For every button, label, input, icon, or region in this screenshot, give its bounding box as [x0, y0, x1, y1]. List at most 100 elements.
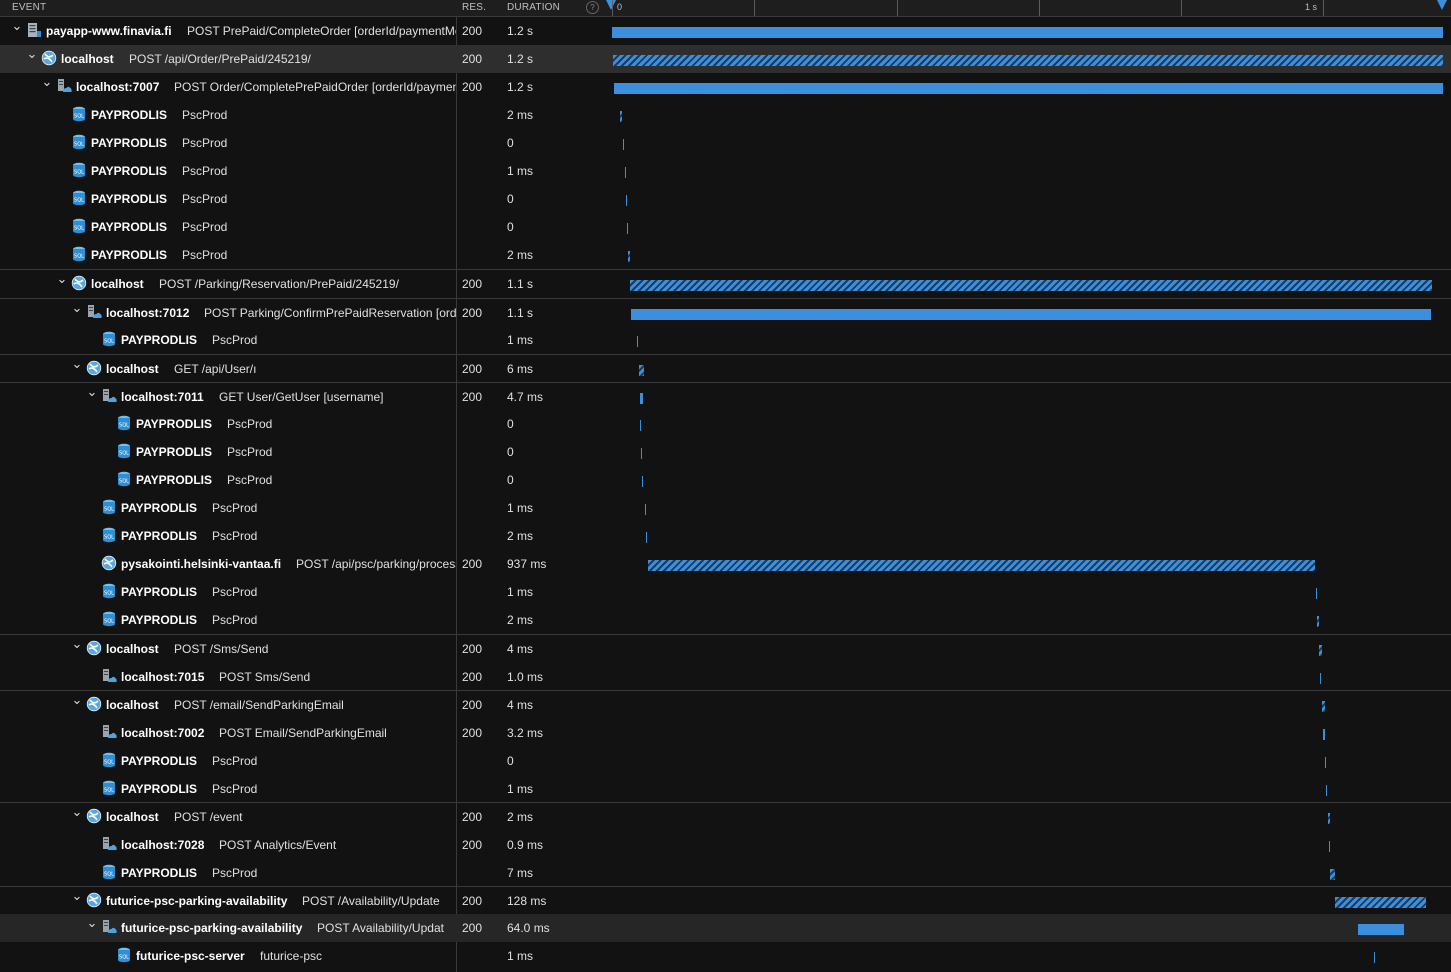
column-event[interactable]: EVENT — [12, 2, 47, 13]
trace-row[interactable]: ⌄ localhost POST /Sms/Send 200 4 ms — [0, 634, 1451, 663]
trace-row[interactable]: ⌄ localhost POST /event 200 2 ms — [0, 802, 1451, 831]
chevron-down-icon[interactable]: ⌄ — [86, 915, 98, 930]
event-name: PAYPRODLIS — [121, 501, 198, 515]
trace-row[interactable]: ⌄ futurice-psc-parking-availability POST /… — [0, 886, 1451, 915]
trace-row[interactable]: SQL futurice-psc-server futurice-psc 1 ms — [0, 942, 1451, 970]
timeline-bar[interactable] — [642, 476, 643, 487]
chevron-down-icon[interactable]: ⌄ — [26, 46, 38, 61]
chevron-down-icon[interactable]: ⌄ — [11, 18, 23, 33]
timeline-bar[interactable] — [1328, 813, 1330, 824]
trace-row[interactable]: SQL PAYPRODLIS PscProd 1 ms — [0, 494, 1451, 522]
chevron-down-icon[interactable]: ⌄ — [71, 356, 83, 371]
column-res[interactable]: RES. — [462, 2, 487, 13]
trace-row[interactable]: SQL PAYPRODLIS PscProd 0 — [0, 185, 1451, 213]
trace-row[interactable]: SQL PAYPRODLIS PscProd 2 ms — [0, 241, 1451, 269]
event-name: PAYPRODLIS — [91, 108, 168, 122]
timeline-bar[interactable] — [640, 393, 643, 404]
timeline-bar[interactable] — [1358, 924, 1404, 935]
timeline-bar[interactable] — [1335, 897, 1426, 908]
trace-row[interactable]: pysakointi.helsinki-vantaa.fi POST /api/p… — [0, 550, 1451, 578]
timeline-bar[interactable] — [1326, 785, 1327, 796]
trace-row[interactable]: SQL PAYPRODLIS PscProd 1 ms — [0, 326, 1451, 354]
timeline-bar[interactable] — [646, 532, 647, 543]
timeline-bar[interactable] — [630, 280, 1432, 291]
timeline-bar[interactable] — [640, 420, 641, 431]
chevron-down-icon[interactable]: ⌄ — [41, 74, 53, 89]
trace-row[interactable]: SQL PAYPRODLIS PscProd 1 ms — [0, 775, 1451, 803]
trace-row[interactable]: ⌄ futurice-psc-parking-availability POST A… — [0, 914, 1451, 942]
help-icon[interactable]: ? — [586, 1, 599, 14]
chevron-down-icon[interactable]: ⌄ — [71, 636, 83, 651]
trace-row[interactable]: SQL PAYPRODLIS PscProd 0 — [0, 438, 1451, 466]
trace-row[interactable]: ⌄ localhost:7007 POST Order/CompletePrePai… — [0, 73, 1451, 101]
event-detail: futurice-psc — [260, 949, 323, 963]
chevron-down-icon[interactable]: ⌄ — [86, 384, 98, 399]
event-name: futurice-psc-server — [136, 949, 245, 963]
timeline-bar[interactable] — [645, 504, 646, 515]
timeline-bar[interactable] — [1317, 616, 1319, 627]
trace-row[interactable]: SQL PAYPRODLIS PscProd 1 ms — [0, 157, 1451, 185]
trace-row[interactable]: localhost:7028 POST Analytics/Event 200 0.9… — [0, 831, 1451, 859]
trace-row[interactable]: SQL PAYPRODLIS PscProd 0 — [0, 747, 1451, 775]
timeline-bar[interactable] — [648, 560, 1315, 571]
trace-row[interactable]: SQL PAYPRODLIS PscProd 7 ms — [0, 859, 1451, 887]
timeline-bar[interactable] — [626, 195, 627, 206]
range-start-handle[interactable] — [606, 0, 616, 10]
trace-row[interactable]: ⌄ localhost:7012 POST Parking/ConfirmPrePa… — [0, 298, 1451, 327]
trace-row[interactable]: SQL PAYPRODLIS PscProd 0 — [0, 466, 1451, 494]
trace-row[interactable]: ⌄ payapp-www.finavia.fi POST PrePaid/Compl… — [0, 17, 1451, 45]
duration-value: 1.0 ms — [507, 670, 544, 684]
trace-row[interactable]: SQL PAYPRODLIS PscProd 0 — [0, 213, 1451, 241]
cloud-service-icon — [101, 668, 117, 684]
range-end-handle[interactable] — [1437, 0, 1447, 10]
trace-row[interactable]: ⌄ localhost:7011 GET User/GetUser [usernam… — [0, 382, 1451, 411]
database-icon: SQL — [71, 190, 87, 206]
web-endpoint-icon — [86, 640, 102, 656]
duration-value: 64.0 ms — [507, 921, 550, 935]
panel-divider[interactable] — [456, 17, 457, 972]
chevron-down-icon[interactable]: ⌄ — [71, 692, 83, 707]
trace-row[interactable]: SQL PAYPRODLIS PscProd 2 ms — [0, 606, 1451, 634]
trace-row[interactable]: ⌄ localhost POST /api/Order/PrePaid/245219… — [0, 45, 1451, 73]
trace-row[interactable]: SQL PAYPRODLIS PscProd 2 ms — [0, 522, 1451, 550]
timeline-bar[interactable] — [620, 111, 622, 122]
timeline-bar[interactable] — [1323, 729, 1325, 740]
trace-row[interactable]: SQL PAYPRODLIS PscProd 1 ms — [0, 578, 1451, 606]
timeline-bar[interactable] — [1325, 757, 1326, 768]
chevron-down-icon[interactable]: ⌄ — [71, 804, 83, 819]
timeline-bar[interactable] — [631, 309, 1431, 320]
trace-row[interactable]: ⌄ localhost GET /api/User/ı 200 6 ms — [0, 354, 1451, 383]
timeline-bar[interactable] — [637, 336, 638, 347]
timeline-bar[interactable] — [641, 448, 642, 459]
timeline-bar[interactable] — [628, 251, 630, 262]
chevron-down-icon[interactable]: ⌄ — [71, 300, 83, 315]
timeline-bar[interactable] — [627, 223, 628, 234]
column-duration[interactable]: DURATION — [507, 2, 561, 13]
timeline-bar[interactable] — [612, 27, 1443, 38]
duration-value: 1 ms — [507, 949, 534, 963]
timeline-bar[interactable] — [625, 167, 626, 178]
timeline-bar[interactable] — [623, 139, 624, 150]
timeline-bar[interactable] — [639, 365, 644, 376]
trace-row[interactable]: ⌄ localhost POST /email/SendParkingEmail 20… — [0, 690, 1451, 719]
trace-row[interactable]: SQL PAYPRODLIS PscProd 2 ms — [0, 101, 1451, 129]
timeline-bar[interactable] — [1319, 645, 1322, 656]
timeline-bar[interactable] — [614, 83, 1443, 94]
timeline-bar[interactable] — [1330, 869, 1335, 880]
event-name: PAYPRODLIS — [91, 164, 168, 178]
svg-text:SQL: SQL — [104, 760, 114, 766]
trace-row[interactable]: SQL PAYPRODLIS PscProd 0 — [0, 129, 1451, 157]
timeline-bar[interactable] — [1322, 701, 1325, 712]
svg-text:SQL: SQL — [119, 479, 129, 485]
trace-row[interactable]: localhost:7015 POST Sms/Send 200 1.0 ms — [0, 663, 1451, 691]
chevron-down-icon[interactable]: ⌄ — [71, 888, 83, 903]
trace-row[interactable]: SQL PAYPRODLIS PscProd 0 — [0, 410, 1451, 438]
timeline-bar[interactable] — [1320, 673, 1321, 684]
timeline-bar[interactable] — [613, 55, 1443, 66]
timeline-bar[interactable] — [1316, 588, 1317, 599]
trace-row[interactable]: localhost:7002 POST Email/SendParkingEmai… — [0, 719, 1451, 747]
timeline-bar[interactable] — [1374, 952, 1375, 963]
timeline-bar[interactable] — [1329, 841, 1330, 852]
chevron-down-icon[interactable]: ⌄ — [56, 271, 68, 286]
trace-row[interactable]: ⌄ localhost POST /Parking/Reservation/PreP… — [0, 269, 1451, 298]
